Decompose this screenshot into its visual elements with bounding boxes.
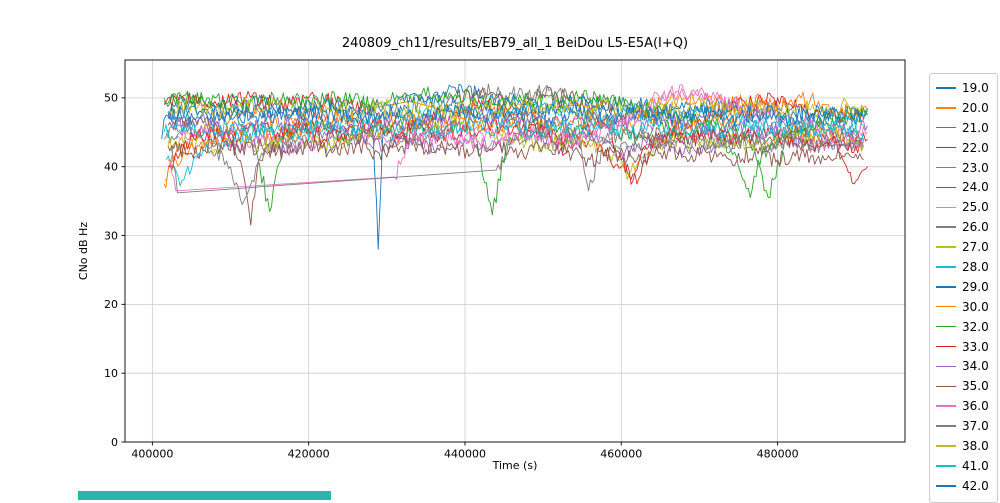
legend-line-sample xyxy=(936,365,956,368)
legend-item-label: 19.0 xyxy=(962,80,989,95)
legend-item-label: 28.0 xyxy=(962,259,989,274)
legend-item: 38.0 xyxy=(936,436,997,456)
x-axis-label: Time (s) xyxy=(492,459,538,472)
legend-item-label: 26.0 xyxy=(962,220,989,235)
legend-line-sample xyxy=(936,345,956,348)
legend-item: 36.0 xyxy=(936,396,997,416)
legend-item-label: 37.0 xyxy=(962,419,989,434)
legend-item-label: 25.0 xyxy=(962,200,989,215)
legend-item: 32.0 xyxy=(936,317,997,337)
bottom-strip xyxy=(78,491,331,500)
legend-item-label: 30.0 xyxy=(962,299,989,314)
series-line xyxy=(167,86,864,226)
legend-item: 23.0 xyxy=(936,158,997,178)
legend-line-sample xyxy=(936,405,956,407)
legend-item: 27.0 xyxy=(936,237,997,257)
legend-item: 24.0 xyxy=(936,177,997,197)
legend-item: 37.0 xyxy=(936,416,997,436)
legend-item-label: 41.0 xyxy=(962,458,989,473)
legend-line-sample xyxy=(936,445,956,447)
x-tick-label: 480000 xyxy=(757,448,799,461)
y-tick-label: 40 xyxy=(104,160,118,173)
legend-item: 19.0 xyxy=(936,78,997,98)
series-line xyxy=(163,90,868,185)
legend-line-sample xyxy=(936,87,956,89)
legend-line-sample xyxy=(936,146,956,149)
legend-item-label: 38.0 xyxy=(962,438,989,453)
legend-item: 30.0 xyxy=(936,297,997,317)
legend-line-sample xyxy=(936,107,956,109)
legend-item-label: 22.0 xyxy=(962,140,989,155)
legend-item-label: 36.0 xyxy=(962,399,989,414)
y-tick-label: 30 xyxy=(104,229,118,242)
x-tick-label: 440000 xyxy=(444,448,486,461)
legend-item: 21.0 xyxy=(936,118,997,138)
y-tick-label: 50 xyxy=(104,92,118,105)
legend-item: 20.0 xyxy=(936,98,997,118)
x-tick-label: 400000 xyxy=(131,448,173,461)
legend: 19.0 20.0 21.0 22.0 23.0 24.0 25.0 26.0 27.0 28.0… xyxy=(929,73,998,503)
y-tick-label: 0 xyxy=(111,436,118,449)
legend-item-label: 24.0 xyxy=(962,180,989,195)
legend-line-sample xyxy=(936,226,956,228)
legend-line-sample xyxy=(936,465,956,467)
legend-item-label: 27.0 xyxy=(962,240,989,255)
legend-item: 22.0 xyxy=(936,138,997,158)
legend-line-sample xyxy=(936,325,956,328)
legend-line-sample xyxy=(936,186,956,189)
legend-line-sample xyxy=(936,305,956,308)
legend-item-label: 20.0 xyxy=(962,100,989,115)
legend-item-label: 42.0 xyxy=(962,478,989,493)
legend-item: 41.0 xyxy=(936,456,997,476)
axes: 400000 420000 440000 460000 480000 0 10 20 30 40 5… xyxy=(104,59,906,461)
legend-item: 33.0 xyxy=(936,337,997,357)
legend-item: 26.0 xyxy=(936,217,997,237)
legend-item: 29.0 xyxy=(936,277,997,297)
series-line xyxy=(167,138,864,168)
legend-item: 28.0 xyxy=(936,257,997,277)
legend-line-sample xyxy=(936,126,956,129)
legend-item-label: 21.0 xyxy=(962,120,989,135)
legend-item-label: 23.0 xyxy=(962,160,989,175)
legend-item-label: 35.0 xyxy=(962,379,989,394)
legend-line-sample xyxy=(936,166,956,169)
legend-item: 25.0 xyxy=(936,197,997,217)
legend-item: 35.0 xyxy=(936,376,997,396)
legend-item: 42.0 xyxy=(936,476,997,496)
series-line xyxy=(167,103,864,127)
x-tick-label: 420000 xyxy=(288,448,330,461)
legend-item-label: 29.0 xyxy=(962,279,989,294)
chart-title: 240809_ch11/results/EB79_all_1 BeiDou L5… xyxy=(341,36,689,51)
legend-line-sample xyxy=(936,206,956,209)
legend-item-label: 34.0 xyxy=(962,359,989,374)
legend-item-label: 33.0 xyxy=(962,339,989,354)
legend-line-sample xyxy=(936,266,956,268)
legend-line-sample xyxy=(936,246,956,248)
series-line xyxy=(163,117,865,141)
legend-line-sample xyxy=(936,485,956,487)
series-line xyxy=(167,84,868,192)
y-tick-label: 10 xyxy=(104,367,118,380)
y-tick-label: 20 xyxy=(104,298,118,311)
x-tick-label: 460000 xyxy=(600,448,642,461)
series-lines xyxy=(161,83,868,250)
legend-item: 34.0 xyxy=(936,356,997,376)
legend-line-sample xyxy=(936,425,956,427)
legend-line-sample xyxy=(936,286,956,288)
legend-line-sample xyxy=(936,385,956,388)
series-line xyxy=(167,97,865,119)
legend-item-label: 32.0 xyxy=(962,319,989,334)
